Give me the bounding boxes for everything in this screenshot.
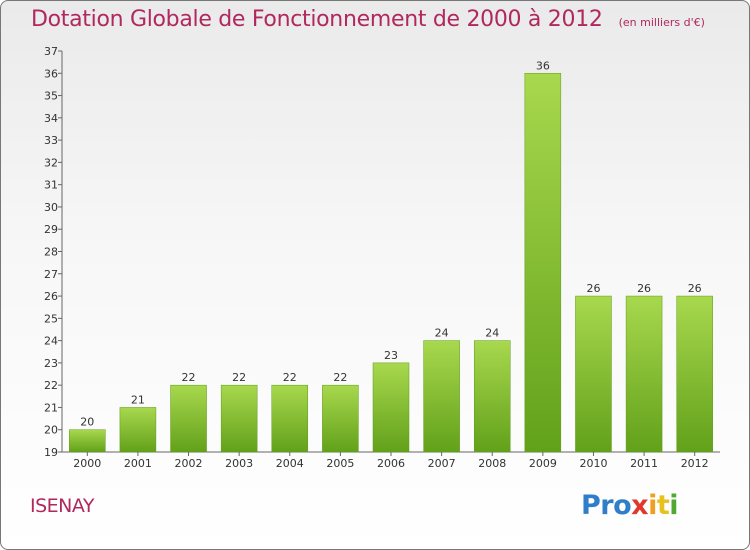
chart-subtitle: (en milliers d'€): [618, 16, 705, 29]
bar-2004: [271, 384, 309, 453]
value-label: 26: [586, 282, 600, 295]
logo-part-2: x: [631, 490, 649, 521]
logo-part-1: Pro: [581, 490, 632, 521]
value-label: 20: [80, 416, 94, 429]
y-ticks: 19 20 21 22 23 24 25 26 27 28 29 30 31 32 33 34 35 36 37: [44, 45, 62, 459]
proxiti-logo[interactable]: Proxiti: [581, 490, 679, 521]
bar-2010: [575, 295, 612, 453]
x-tick-label: 2002: [175, 457, 203, 470]
bar-2000: [69, 429, 106, 453]
x-tick-label: 2000: [73, 457, 101, 470]
bar-2008: [473, 340, 511, 453]
bar-2005: [322, 384, 359, 453]
value-label: 22: [283, 371, 297, 384]
bar-2009: [524, 73, 562, 453]
y-tick-label: 30: [44, 201, 58, 214]
value-label: 22: [333, 371, 347, 384]
title-row: Dotation Globale de Fonctionnement de 20…: [31, 7, 705, 32]
commune-name: ISENAY: [30, 495, 95, 517]
bars: [69, 73, 713, 453]
x-tick-label: 2004: [276, 457, 304, 470]
value-label: 22: [182, 371, 196, 384]
y-tick-label: 25: [44, 312, 58, 325]
bar-2001: [119, 407, 157, 453]
y-tick-label: 21: [44, 401, 58, 414]
y-tick-label: 35: [44, 90, 58, 103]
bar-2002: [170, 384, 207, 453]
x-tick-label: 2009: [529, 457, 557, 470]
y-tick-label: 27: [44, 268, 58, 281]
value-label: 26: [688, 282, 702, 295]
y-tick-label: 23: [44, 357, 58, 370]
bar-2003: [220, 384, 258, 453]
value-label: 21: [131, 393, 145, 406]
value-label: 22: [232, 371, 246, 384]
value-label: 26: [637, 282, 651, 295]
x-tick-label: 2012: [681, 457, 709, 470]
logo-part-3: i: [648, 490, 657, 521]
bar-2011: [625, 295, 663, 453]
y-tick-label: 37: [44, 45, 58, 58]
y-tick-label: 36: [44, 67, 58, 80]
y-tick-label: 33: [44, 134, 58, 147]
y-tick-label: 28: [44, 246, 58, 259]
x-tick-label: 2008: [478, 457, 506, 470]
bar-2012: [676, 295, 713, 453]
value-label: 24: [435, 327, 449, 340]
logo-part-4: t: [656, 490, 670, 521]
bar-2006: [372, 362, 410, 453]
logo-part-5: i: [669, 490, 679, 521]
x-tick-labels: 2000 2001 2002 2003 2004 2005 2006 2007 2008 2009…: [73, 452, 709, 470]
value-label: 24: [485, 327, 499, 340]
y-tick-label: 32: [44, 156, 58, 169]
value-label: 36: [536, 59, 550, 72]
x-tick-label: 2007: [428, 457, 456, 470]
x-tick-label: 2005: [326, 457, 354, 470]
value-labels: 20 21 22 22 22 22 23 24 24 36 26 26 26: [80, 59, 701, 428]
value-label: 23: [384, 349, 398, 362]
chart-title: Dotation Globale de Fonctionnement de 20…: [31, 7, 603, 32]
x-tick-label: 2010: [579, 457, 607, 470]
y-tick-label: 26: [44, 290, 58, 303]
y-tick-label: 20: [44, 424, 58, 437]
x-tick-label: 2006: [377, 457, 405, 470]
x-tick-label: 2011: [630, 457, 658, 470]
y-tick-label: 29: [44, 223, 58, 236]
bar-2007: [423, 340, 460, 453]
x-tick-label: 2001: [124, 457, 152, 470]
y-tick-label: 31: [44, 179, 58, 192]
y-tick-label: 22: [44, 379, 58, 392]
y-tick-label: 24: [44, 335, 58, 348]
y-tick-label: 34: [44, 112, 58, 125]
y-tick-label: 19: [44, 446, 58, 459]
x-tick-label: 2003: [225, 457, 253, 470]
